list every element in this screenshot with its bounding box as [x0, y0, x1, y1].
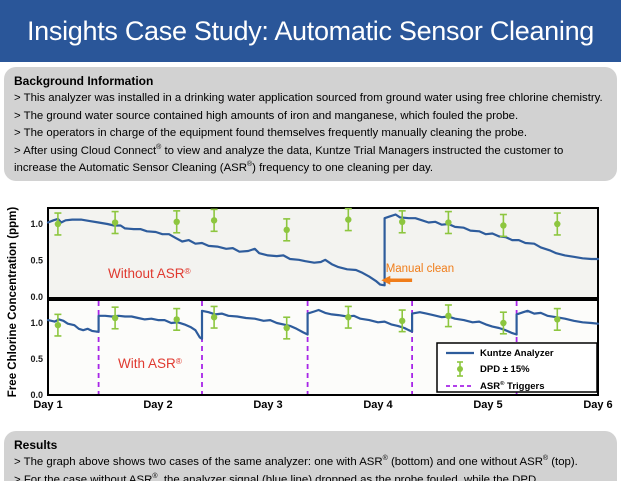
analyzer-line — [46, 308, 600, 340]
chlorine-concentration-chart: Without ASR® Manual clean 1.0 0.5 0.0 With AS… — [7, 207, 613, 411]
results-heading: Results — [14, 438, 58, 452]
dpd-marker — [283, 218, 291, 242]
dpd-marker — [54, 212, 62, 236]
x-tick-label: Day 1 — [33, 399, 62, 411]
legend-dpd-point — [457, 366, 463, 372]
dpd-marker — [499, 213, 507, 238]
panel-label: Without ASR® — [108, 266, 192, 281]
background-heading: Background Information — [14, 74, 154, 88]
header-banner: Insights Case Study: Automatic Sensor Cl… — [0, 0, 621, 62]
dpd-marker — [283, 316, 291, 340]
panel-label: With ASR® — [118, 356, 183, 371]
dpd-point — [554, 220, 561, 228]
background-line-3: > The operators in charge of the equipme… — [14, 127, 528, 140]
dpd-marker — [111, 306, 119, 330]
x-tick-label: Day 6 — [583, 399, 612, 411]
analyzer-line — [46, 213, 600, 287]
dpd-point — [500, 319, 507, 327]
manual-clean-label: Manual clean — [386, 263, 454, 275]
dpd-marker — [398, 309, 406, 333]
results-line-2: > For the case without ASR®, the analyze… — [14, 472, 537, 481]
y-tick-label: 1.0 — [30, 318, 43, 328]
dpd-marker — [54, 313, 62, 337]
dpd-marker — [499, 311, 507, 335]
dpd-marker — [553, 307, 561, 331]
y-tick-label: 0.0 — [30, 390, 43, 400]
chart-legend: Kuntze Analyzer DPD ± 15% ASR® Triggers — [436, 342, 598, 393]
panel-frame — [47, 207, 599, 299]
dpd-point — [345, 216, 352, 223]
background-line-1: > This analyzer was installed in a drink… — [14, 92, 603, 104]
x-tick-label: Day 3 — [253, 399, 282, 411]
dpd-marker — [344, 305, 352, 329]
dpd-marker — [173, 307, 181, 331]
dpd-marker — [344, 207, 352, 232]
y-tick-label: 0.0 — [30, 292, 43, 302]
results-box: Results > The graph above shows two case… — [4, 431, 617, 481]
dpd-point — [210, 314, 218, 321]
y-axis-label: Free Chlorine Concentration (ppm) — [7, 207, 19, 398]
dpd-marker — [398, 210, 406, 234]
dpd-point — [345, 314, 352, 321]
background-line-2: > The ground water source contained high… — [14, 109, 519, 122]
panel-without-asr: Without ASR® Manual clean 1.0 0.5 0.0 — [30, 207, 600, 302]
legend-label-triggers: ASR® Triggers — [480, 380, 545, 392]
legend-frame — [436, 342, 598, 393]
dpd-point — [445, 219, 452, 226]
x-tick-label: Day 5 — [473, 399, 502, 411]
dpd-point — [399, 218, 406, 226]
x-tick-label: Day 2 — [143, 399, 172, 411]
background-line-4: > After using Cloud Connect® to view and… — [14, 143, 564, 175]
dpd-point — [554, 316, 561, 323]
dpd-point — [111, 219, 119, 226]
dpd-marker — [210, 305, 218, 329]
dpd-marker — [111, 210, 119, 235]
dpd-point — [500, 222, 507, 229]
y-tick-label: 1.0 — [30, 219, 43, 229]
dpd-marker — [444, 210, 452, 235]
dpd-marker — [173, 210, 181, 234]
y-tick-label: 0.5 — [30, 256, 43, 266]
dpd-marker — [444, 304, 452, 328]
dpd-point — [54, 321, 62, 329]
dpd-marker — [553, 212, 561, 236]
legend-label-analyzer: Kuntze Analyzer — [480, 348, 554, 359]
legend-label-dpd: DPD ± 15% — [480, 364, 530, 375]
dpd-point — [54, 220, 62, 228]
manual-clean-arrow-head — [381, 275, 391, 285]
dpd-point — [173, 218, 180, 226]
dpd-marker — [210, 208, 218, 233]
dpd-point — [111, 314, 119, 322]
dpd-point — [173, 316, 180, 323]
dpd-point — [283, 324, 290, 332]
dpd-point — [283, 226, 290, 234]
background-info-box: Background Information > This analyzer w… — [4, 67, 617, 181]
results-line-1: > The graph above shows two cases of the… — [14, 455, 578, 468]
page-title: Insights Case Study: Automatic Sensor Cl… — [26, 15, 595, 46]
y-tick-label: 0.5 — [30, 354, 43, 364]
dpd-point — [210, 217, 218, 224]
x-tick-label: Day 4 — [363, 399, 393, 411]
dpd-point — [445, 312, 452, 319]
dpd-point — [399, 317, 406, 325]
